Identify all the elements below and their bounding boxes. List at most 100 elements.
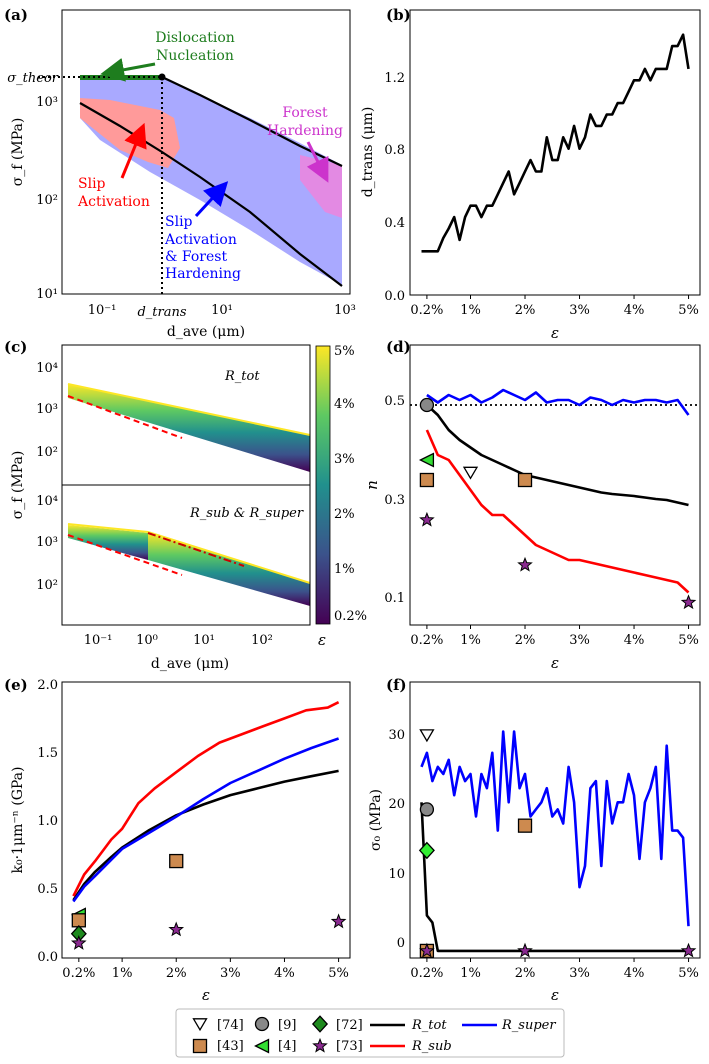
xtick-a-1: 10¹ [211,303,233,318]
e-xtick-5: 5% [328,966,349,981]
e-xtick-0: 0.2% [62,966,95,981]
legend-sub: R_sub [411,1039,452,1054]
xtick-a-0: 10⁻¹ [88,303,117,318]
panel-b-series [421,33,690,253]
ytick-c-bot-1: 10³ [36,535,58,550]
panel-f-xticks: 0.2% 1% 2% 3% 4% 5% [410,958,699,981]
marker-e-43-1 [71,913,86,928]
cbar-tick-2: 2% [334,507,355,522]
fan-bottom-right [148,533,310,606]
colorbar [315,345,331,625]
marker-d-73-7 [680,594,697,610]
panel-c-xticks: 10⁻¹ 10⁰ 10¹ 10² [84,633,273,648]
panel-f-ylabel: σ₀ (MPa) [368,789,384,851]
d-xtick-3: 3% [569,633,590,648]
panel-b: (b) 0.0 0.4 0.8 1.2 0.2% 1% 2% 3% 4% 5% ε d_t… [360,6,701,342]
panel-f-yticks: 0 10 20 30 [388,728,405,951]
ytick-b-2: 0.8 [384,143,405,158]
legend-ref4: [4] [278,1039,296,1054]
e-xtick-3: 3% [220,966,241,981]
panel-e-ylabel: k₀·1μm⁻ⁿ (GPa) [10,767,26,874]
colorbar-label: ε [318,631,326,649]
cbar-tick-1: 1% [334,562,355,577]
marker-e-73-3 [70,935,87,950]
series-d-rsuper [426,388,690,416]
series-b-dtrans [421,33,690,253]
dashed-ref-bottom [67,534,183,576]
legend-marker-9 [254,1016,270,1032]
sigma-theor-label: σ_theor [7,71,58,86]
marker-e-43-4 [169,853,184,869]
annotation-slip: Slip Activation [77,176,150,210]
ytick-c-top-2: 10⁴ [36,361,58,376]
series-d-rtot [426,404,689,507]
e-xtick-1: 1% [112,966,133,981]
dashed-ref-top [67,395,183,439]
ytick-e-2: 1.0 [37,814,58,829]
panel-f-series [418,729,697,959]
legend-super: R_super [501,1018,556,1033]
panel-b-xlabel: ε [551,324,559,342]
panel-a-yticks: 10¹ 10² 10³ σ_theor [7,71,58,302]
panel-d-xticks: 0.2% 1% 2% 3% 4% 5% [410,625,699,648]
annotation-slip-line2: Activation [77,194,150,210]
arrow-dislocation [100,58,156,82]
annotation-dislocation-line2: Nucleation [156,48,234,64]
annotation-forest: Forest Hardening [267,105,343,139]
fan-top [68,384,310,472]
panel-e: (e) 0.0 0.5 1.0 1.5 2.0 0.2% 1% 2% 3% 4% 5% ε… [4,676,351,1004]
b-xtick-0: 0.2% [410,303,443,318]
panel-f-xlabel: ε [551,986,559,1004]
annotation-slip-forest-line1: Slip [165,214,193,230]
ytick-e-0: 0.0 [37,950,58,965]
xtick-c-0: 10⁻¹ [84,633,113,648]
annotation-slip-forest: Slip Activation & Forest Hardening [164,214,241,282]
panel-a-xlabel: d_ave (μm) [167,324,245,340]
marker-d-4-1 [418,452,435,468]
b-xtick-5: 5% [678,303,699,318]
marker-f-73-6 [517,942,533,958]
f-xtick-1: 1% [460,966,481,981]
marker-f-72-2 [418,841,435,860]
panel-c: (c) R_tot R_sub & R_super 10² 10³ 10⁴ 10… [4,338,367,672]
ytick-e-1: 0.5 [37,882,58,897]
marker-f-43-3 [517,818,533,833]
ytick-c-bot-0: 10² [36,578,58,593]
ytick-e-3: 1.5 [37,746,58,761]
cbar-tick-3: 3% [334,452,355,467]
series-f-rsuper [420,730,690,927]
panel-b-yticks: 0.0 0.4 0.8 1.2 [384,71,405,304]
f-xtick-3: 3% [569,966,590,981]
f-xtick-4: 4% [624,966,645,981]
panel-a-xticks: 10⁻¹ d_trans 10¹ 10³ [88,303,356,320]
panel-e-label: (e) [4,676,28,694]
b-xtick-2: 2% [515,303,536,318]
ytick-c-top-1: 10³ [36,402,58,417]
panel-e-series [70,701,347,950]
f-xtick-2: 2% [515,966,536,981]
b-xtick-3: 3% [569,303,590,318]
annotation-slip-forest-line3: & Forest [165,249,227,265]
panel-e-yticks: 0.0 0.5 1.0 1.5 2.0 [37,678,58,965]
ytick-d-2: 0.5 [384,394,405,409]
annotation-slip-forest-line2: Activation [164,232,237,248]
lower-bound-line [79,102,343,287]
d-xtick-2: 2% [515,633,536,648]
marker-d-43-4 [517,472,533,488]
ytick-b-1: 0.4 [384,216,405,231]
ytick-a-0: 10¹ [36,287,58,302]
cbar-tick-4: 4% [334,397,355,412]
legend-tot: R_tot [411,1018,447,1033]
b-xtick-4: 4% [624,303,645,318]
marker-e-73-6 [330,913,347,929]
xtick-c-2: 10¹ [193,633,215,648]
annotation-slip-line1: Slip [78,176,106,192]
panel-e-xlabel: ε [202,986,210,1004]
legend-marker-4 [254,1038,270,1054]
d-xtick-0: 0.2% [410,633,443,648]
panel-a-ylabel: σ_f (MPa) [10,118,26,187]
marker-f-73-5 [419,942,435,958]
ytick-e-4: 2.0 [37,678,58,693]
legend-marker-74 [192,1018,208,1032]
marker-e-73-5 [168,921,185,937]
